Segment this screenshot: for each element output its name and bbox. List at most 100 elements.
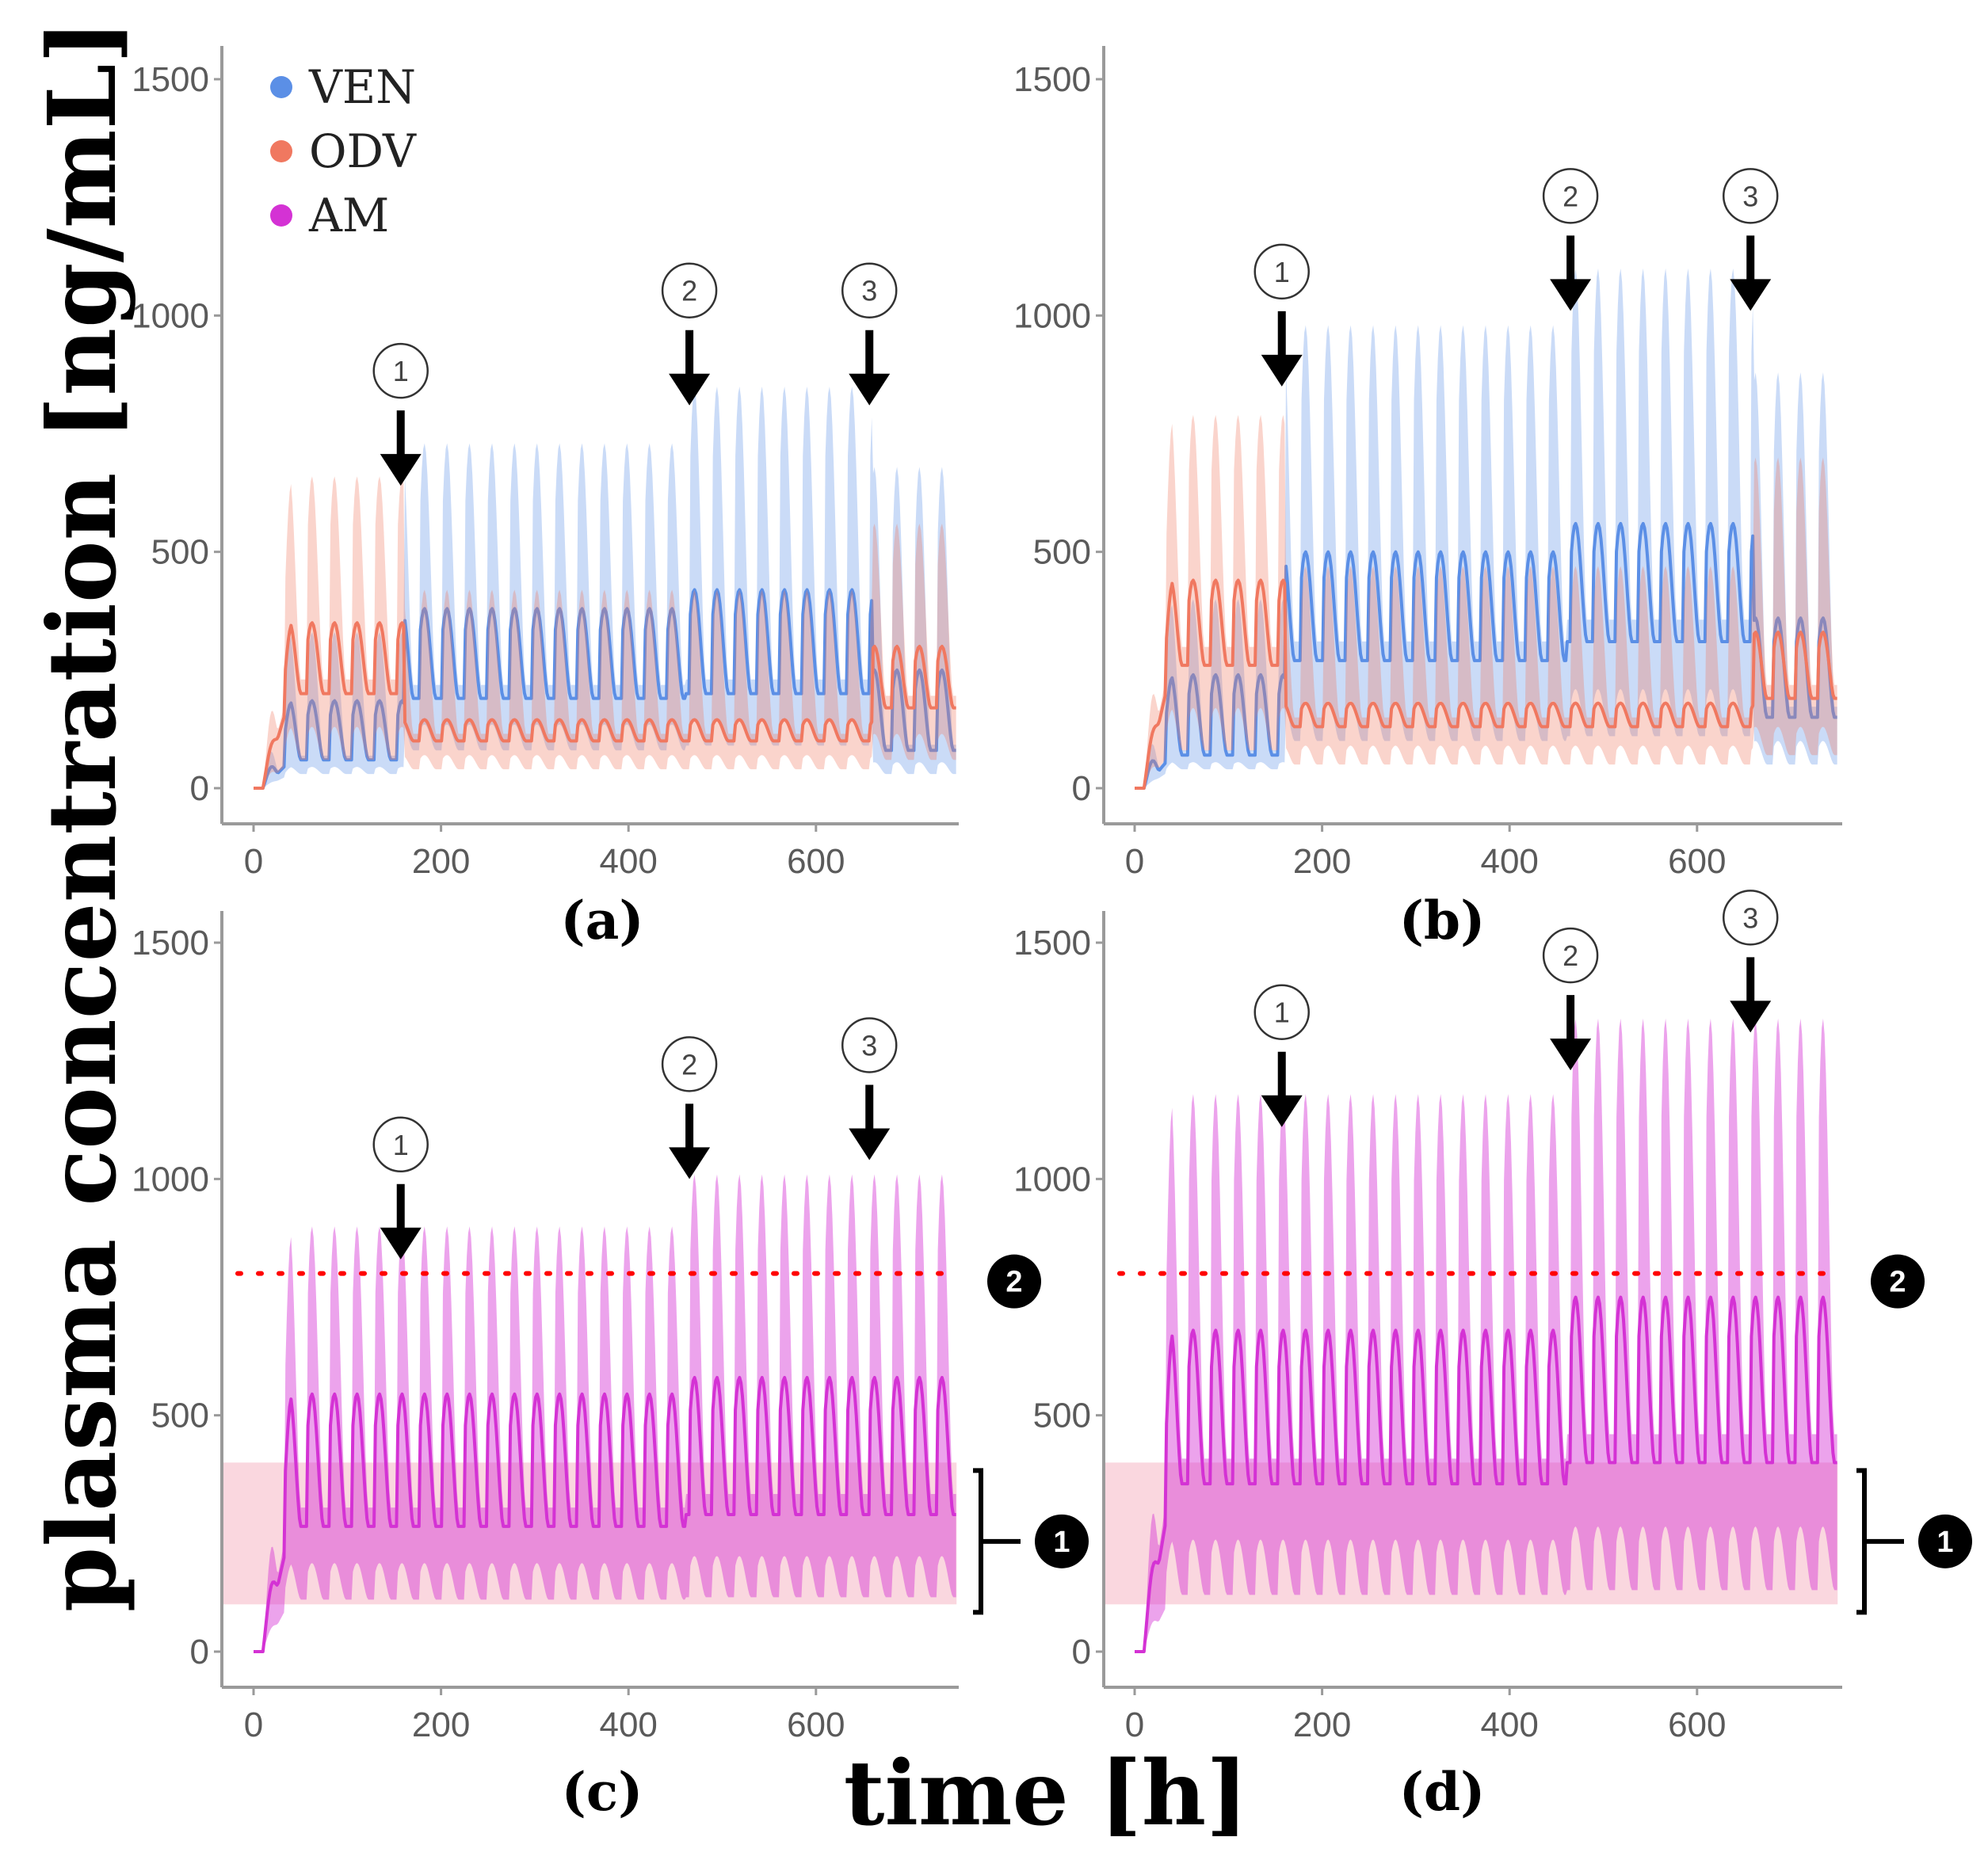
- dose-change-arrow-2: 2: [1542, 168, 1599, 311]
- arrow-head: [849, 373, 891, 406]
- y-tick-label: 0: [1072, 1633, 1091, 1671]
- therapeutic-range-marker: [1035, 1514, 1089, 1568]
- dose-change-arrow-1: 1: [1253, 243, 1310, 387]
- arrow-head: [1550, 279, 1592, 311]
- arrow-number-circle: [661, 1036, 718, 1092]
- band-odv: [262, 476, 956, 788]
- panel-label: (a): [560, 890, 643, 951]
- legend-label-odv: ODV: [309, 124, 417, 178]
- dose-change-arrow-3: 3: [841, 1017, 898, 1160]
- dose-change-arrow-2: 2: [1542, 927, 1599, 1071]
- therapeutic-range-bracket: [1856, 1468, 1904, 1615]
- band-am: [262, 1174, 956, 1652]
- alert-level-marker-label: 2: [1005, 1266, 1022, 1299]
- band-odv: [1143, 414, 1837, 788]
- arrow-number-label: 1: [1274, 997, 1290, 1029]
- y-tick-label: 1500: [132, 924, 209, 962]
- panel-2: 0 500 1000 1500 0 200 400 600 1 2 3 (b): [1013, 46, 1842, 951]
- x-tick-label: 600: [787, 1705, 845, 1744]
- dose-change-arrow-3: 3: [1722, 168, 1779, 311]
- y-tick-label: 0: [190, 1633, 209, 1671]
- panel-3: 2 1 0 500 1000 1500 0 200 400 600 1 2 3 (c): [132, 911, 1089, 1823]
- median-line-odv: [1135, 578, 1837, 790]
- dose-change-arrow-1: 1: [1253, 984, 1310, 1127]
- arrow-number-circle: [372, 342, 429, 399]
- band-ven: [262, 386, 956, 788]
- x-tick-label: 0: [1125, 1705, 1144, 1744]
- arrow-number-circle: [661, 262, 718, 318]
- legend-swatch-am: [270, 204, 292, 227]
- panel-label: (d): [1399, 1761, 1486, 1823]
- arrow-number-label: 2: [681, 275, 697, 307]
- arrow-number-circle: [841, 262, 898, 318]
- therapeutic-range-band: [1104, 1462, 1838, 1605]
- y-axis-title: plasma concentration [ng/mL]: [27, 20, 137, 1613]
- arrow-head: [1730, 279, 1772, 311]
- plot-area: [1135, 268, 1837, 790]
- arrow-number-label: 1: [1274, 256, 1290, 288]
- therapeutic-range-bracket: [973, 1468, 1021, 1615]
- panel-1: 0 500 1000 1500 0 200 400 600 1 2 3 (a): [132, 46, 959, 951]
- arrow-number-label: 2: [681, 1048, 697, 1080]
- arrow-head: [1730, 1000, 1772, 1033]
- x-tick-label: 0: [1125, 842, 1144, 881]
- legend-label-am: AM: [308, 189, 389, 242]
- plot-area: [1104, 1018, 1838, 1653]
- x-tick-label: 600: [1668, 842, 1726, 881]
- arrow-number-label: 3: [861, 275, 877, 307]
- alert-level-marker: [987, 1254, 1041, 1309]
- x-tick-label: 0: [244, 842, 263, 881]
- y-tick-label: 0: [190, 769, 209, 808]
- arrow-head: [1261, 1095, 1303, 1127]
- arrow-number-label: 2: [1563, 180, 1578, 212]
- band-am: [1143, 1018, 1837, 1652]
- plot-area: [222, 1174, 957, 1653]
- legend-swatch-odv: [270, 140, 292, 162]
- x-axis-title: time [h]: [844, 1742, 1248, 1846]
- therapeutic-range-marker-label: 1: [1053, 1526, 1070, 1559]
- y-tick-label: 500: [1033, 533, 1091, 572]
- dose-change-arrow-2: 2: [661, 262, 718, 406]
- y-tick-label: 1000: [1013, 296, 1091, 335]
- alert-level-marker-label: 2: [1889, 1266, 1906, 1299]
- dose-change-arrow-2: 2: [661, 1036, 718, 1180]
- y-tick-label: 1000: [132, 296, 209, 335]
- arrow-head: [380, 454, 422, 486]
- x-tick-label: 400: [599, 1705, 657, 1744]
- x-tick-label: 200: [1293, 842, 1351, 881]
- arrow-number-label: 3: [1742, 180, 1758, 212]
- x-tick-label: 400: [1480, 842, 1538, 881]
- therapeutic-range-marker-label: 1: [1936, 1526, 1953, 1559]
- legend-label-ven: VEN: [308, 60, 416, 114]
- arrow-head: [1550, 1039, 1592, 1071]
- x-tick-label: 400: [1480, 1705, 1538, 1744]
- y-tick-label: 1000: [1013, 1160, 1091, 1199]
- median-line-ven: [1135, 521, 1837, 790]
- arrow-number-circle: [1253, 984, 1310, 1040]
- y-tick-label: 500: [1033, 1397, 1091, 1435]
- y-tick-label: 1500: [1013, 60, 1091, 99]
- plot-area: [254, 386, 956, 790]
- arrow-number-circle: [1542, 168, 1599, 224]
- x-tick-label: 200: [412, 1705, 470, 1744]
- median-line-ven: [254, 588, 956, 790]
- arrow-head: [669, 1147, 711, 1180]
- arrow-head: [669, 373, 711, 406]
- median-line-am: [254, 1376, 956, 1653]
- arrow-number-circle: [1542, 927, 1599, 984]
- arrow-number-circle: [372, 1116, 429, 1173]
- y-tick-label: 1500: [1013, 924, 1091, 962]
- legend: VEN ODV AM: [270, 60, 417, 242]
- arrow-number-circle: [1722, 168, 1779, 224]
- panel-4: 2 1 0 500 1000 1500 0 200 400 600 1 2 3 (d): [1013, 890, 1972, 1823]
- legend-swatch-ven: [270, 76, 292, 98]
- arrow-number-label: 1: [393, 1129, 409, 1161]
- x-tick-label: 400: [599, 842, 657, 881]
- median-line-odv: [254, 621, 956, 790]
- dose-change-arrow-3: 3: [1722, 890, 1779, 1033]
- arrow-head: [380, 1227, 422, 1260]
- x-tick-label: 600: [787, 842, 845, 881]
- x-tick-label: 600: [1668, 1705, 1726, 1744]
